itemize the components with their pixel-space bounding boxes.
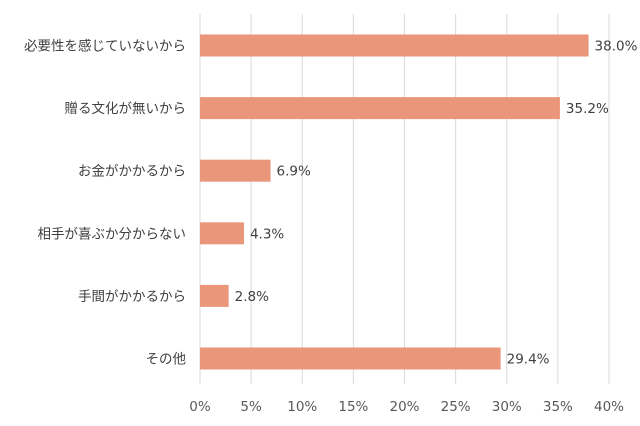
category-labels: 必要性を感じていないから贈る文化が無いからお金がかかるから相手が喜ぶか分からない… [24, 38, 186, 368]
bars [200, 34, 589, 370]
category-label: 手間がかかるから [78, 289, 186, 305]
bar [200, 347, 501, 370]
value-label: 29.4% [507, 352, 550, 368]
x-axis-tick-labels: 0% 5% 10% 15% 20% 25% 30% 35% 40% [189, 399, 624, 415]
category-label: お金がかかるから [78, 164, 186, 180]
x-tick-label: 0% [189, 399, 211, 415]
value-label: 35.2% [566, 101, 609, 117]
value-label: 6.9% [277, 164, 311, 180]
category-label: 必要性を感じていないから [24, 38, 186, 55]
bar [200, 222, 244, 245]
x-tick-label: 5% [240, 399, 262, 415]
x-tick-label: 20% [389, 399, 419, 415]
value-label: 38.0% [595, 39, 638, 55]
x-tick-label: 40% [594, 399, 624, 415]
x-tick-label: 30% [492, 399, 522, 415]
bar [200, 34, 589, 57]
x-tick-label: 15% [338, 399, 368, 415]
value-labels: 38.0% 35.2% 6.9% 4.3% 2.8% 29.4% [235, 39, 638, 368]
bar [200, 284, 229, 307]
bar [200, 97, 560, 120]
gridlines [199, 14, 610, 384]
x-tick-label: 25% [441, 399, 471, 415]
category-label: 相手が喜ぶか分からない [38, 226, 187, 242]
category-label: その他 [146, 352, 187, 368]
value-label: 2.8% [235, 289, 269, 305]
x-tick-label: 35% [543, 399, 573, 415]
bar [200, 159, 271, 182]
category-label: 贈る文化が無いから [65, 101, 187, 117]
value-label: 4.3% [250, 226, 284, 242]
x-tick-label: 10% [287, 399, 317, 415]
